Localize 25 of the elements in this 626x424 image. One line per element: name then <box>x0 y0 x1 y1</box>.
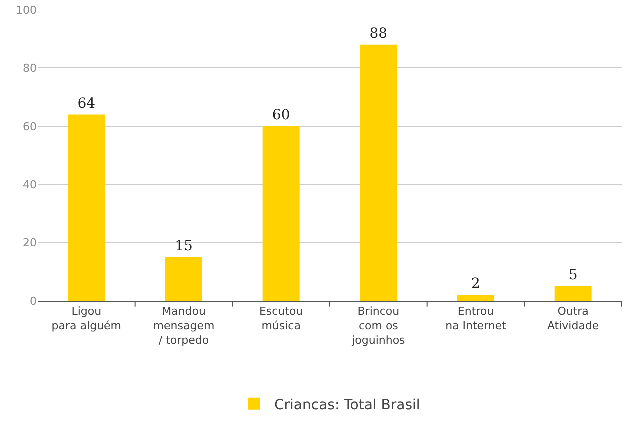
y-tick-label: 20 <box>23 236 37 250</box>
data-label: 88 <box>370 26 388 42</box>
y-tick-label: 40 <box>23 178 37 192</box>
x-tick-label: Entrou na Internet <box>446 305 508 332</box>
y-tick-label: 100 <box>16 4 37 17</box>
data-label: 64 <box>78 96 96 112</box>
bar <box>360 44 398 301</box>
x-tick-label: Brincou com os joguinhos <box>351 305 406 347</box>
x-tick-label: Outra Atividade <box>547 305 600 332</box>
x-tick-label: Escutou música <box>259 305 304 332</box>
y-tick-label: 80 <box>23 62 37 76</box>
x-tick-label: Mandou mensagem / torpedo <box>153 305 215 347</box>
x-tick-label: Ligou para alguém <box>52 305 122 332</box>
bar <box>554 286 592 301</box>
data-label: 5 <box>568 267 578 284</box>
bar <box>166 257 202 301</box>
bar <box>262 126 300 301</box>
y-tick-label: 60 <box>23 120 37 134</box>
bar <box>68 114 106 301</box>
legend-label: Criancas: Total Brasil <box>274 397 420 414</box>
data-label: 2 <box>472 276 480 292</box>
y-tick-label: 0 <box>30 294 37 308</box>
bar <box>458 295 494 301</box>
data-label: 15 <box>175 238 193 254</box>
data-label: 60 <box>272 107 290 124</box>
